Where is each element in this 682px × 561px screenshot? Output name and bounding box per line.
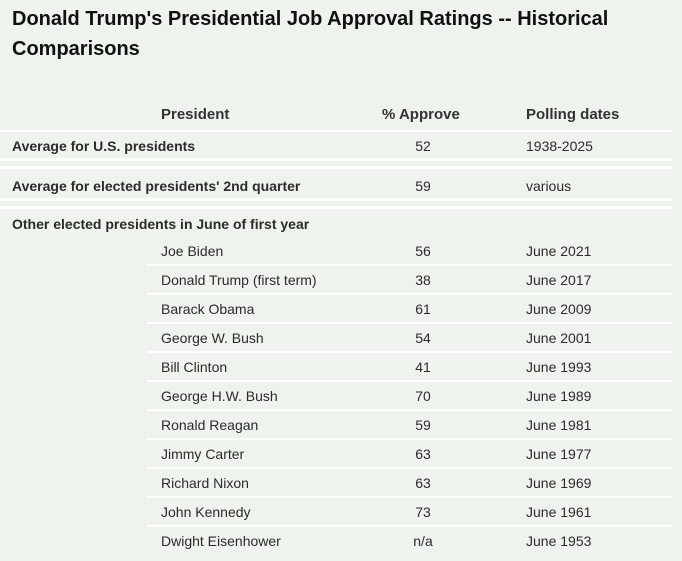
- header-president: President: [161, 106, 230, 123]
- table-row: George W. Bush 54 June 2001: [0, 324, 682, 353]
- approve-value: 63: [415, 446, 431, 462]
- approve-value: 73: [415, 504, 431, 520]
- polling-date: June 1993: [526, 359, 592, 375]
- row-divider: [147, 409, 672, 411]
- table-row: Ronald Reagan 59 June 1981: [0, 411, 682, 440]
- table-row: Jimmy Carter 63 June 1977: [0, 440, 682, 469]
- row-divider: [147, 380, 672, 382]
- row-divider: [147, 322, 672, 324]
- president-name: Dwight Eisenhower: [161, 533, 281, 549]
- polling-date: June 1977: [526, 446, 592, 462]
- president-name: Donald Trump (first term): [161, 272, 317, 288]
- approve-value: 56: [415, 243, 431, 259]
- president-name: George H.W. Bush: [161, 388, 278, 404]
- header-polling-dates: Polling dates: [526, 106, 620, 123]
- approve-value: 38: [415, 272, 431, 288]
- approve-value: 54: [415, 330, 431, 346]
- row-divider: [147, 293, 672, 295]
- polling-date: June 1953: [526, 533, 592, 549]
- president-name: John Kennedy: [161, 504, 251, 520]
- president-rows: Joe Biden 56 June 2021 Donald Trump (first …: [0, 237, 682, 556]
- approval-table: President % Approve Polling dates Averag…: [0, 100, 682, 556]
- table-header: President % Approve Polling dates: [0, 100, 682, 130]
- group-label: Other elected presidents in June of firs…: [12, 216, 310, 232]
- polling-date: June 2009: [526, 301, 592, 317]
- polling-date: June 2001: [526, 330, 592, 346]
- polling-date: June 1969: [526, 475, 592, 491]
- president-name: Bill Clinton: [161, 359, 228, 375]
- summary-label: Average for U.S. presidents: [12, 138, 196, 154]
- row-divider: [147, 496, 672, 498]
- president-name: Richard Nixon: [161, 475, 249, 491]
- approve-value: n/a: [413, 533, 433, 549]
- page-title: Donald Trump's Presidential Job Approval…: [12, 8, 609, 60]
- polling-date: June 2021: [526, 243, 592, 259]
- table-row: John Kennedy 73 June 1961: [0, 498, 682, 527]
- row-divider: [0, 130, 672, 132]
- table-row: Bill Clinton 41 June 1993: [0, 353, 682, 382]
- summary-approve: 59: [415, 178, 431, 194]
- row-divider: [147, 351, 672, 353]
- president-name: George W. Bush: [161, 330, 264, 346]
- table-row: Barack Obama 61 June 2009: [0, 295, 682, 324]
- approve-value: 59: [415, 417, 431, 433]
- approve-value: 41: [415, 359, 431, 375]
- approve-value: 70: [415, 388, 431, 404]
- summary-dates: various: [526, 178, 572, 194]
- president-name: Barack Obama: [161, 301, 255, 317]
- table-row: Dwight Eisenhower n/a June 1953: [0, 527, 682, 556]
- table-row: George H.W. Bush 70 June 1989: [0, 382, 682, 411]
- table-row: Joe Biden 56 June 2021: [0, 237, 682, 266]
- approve-value: 63: [415, 475, 431, 491]
- table-row: Richard Nixon 63 June 1969: [0, 469, 682, 498]
- row-divider: [0, 206, 672, 209]
- group-label-row: Other elected presidents in June of firs…: [0, 210, 682, 237]
- table-row: Donald Trump (first term) 38 June 2017: [0, 266, 682, 295]
- polling-date: June 1989: [526, 388, 592, 404]
- polling-date: June 1961: [526, 504, 592, 520]
- row-divider: [147, 525, 672, 527]
- summary-approve: 52: [415, 138, 431, 154]
- approve-value: 61: [415, 301, 431, 317]
- summary-row: Average for U.S. presidents 52 1938-2025: [0, 130, 682, 170]
- summary-row: Average for elected presidents' 2nd quar…: [0, 170, 682, 210]
- president-name: Jimmy Carter: [161, 446, 245, 462]
- polling-date: June 1981: [526, 417, 592, 433]
- row-divider: [147, 438, 672, 440]
- row-divider: [147, 467, 672, 469]
- header-approve: % Approve: [382, 106, 460, 123]
- president-name: Ronald Reagan: [161, 417, 259, 433]
- president-name: Joe Biden: [161, 243, 224, 259]
- row-divider: [0, 166, 672, 169]
- summary-dates: 1938-2025: [526, 138, 593, 154]
- row-divider: [147, 264, 672, 266]
- summary-label: Average for elected presidents' 2nd quar…: [12, 178, 301, 194]
- polling-date: June 2017: [526, 272, 592, 288]
